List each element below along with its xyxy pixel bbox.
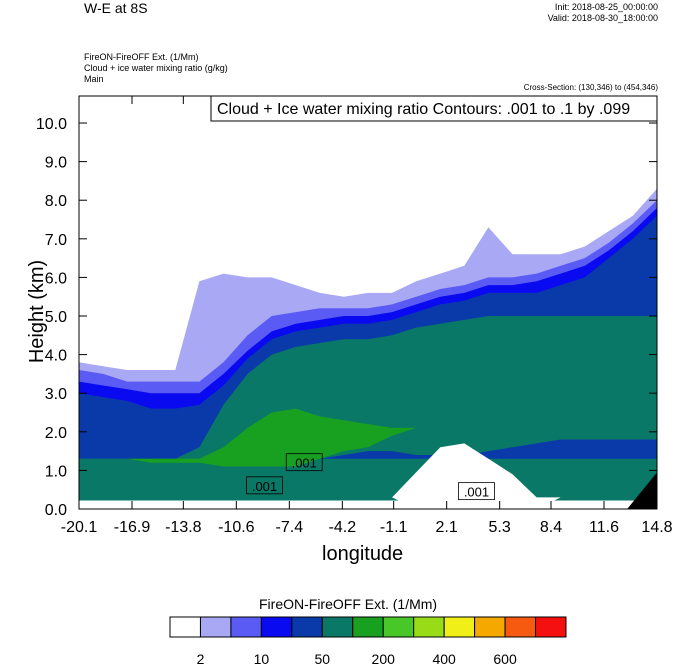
contour-label-0: .001 (292, 456, 317, 471)
x-tick-label-1: -16.9 (114, 519, 151, 536)
colorbar-label-0: 2 (197, 651, 205, 667)
valid-time: Valid: 2018-08-30_18:00:00 (547, 13, 658, 23)
colorbar-label-1: 10 (254, 651, 270, 667)
y-tick-label-0: 0.0 (45, 502, 67, 519)
colorbar-swatch-10 (474, 616, 506, 638)
contour-label-box-1 (246, 476, 283, 495)
y-axis-label: Height (km) (26, 259, 49, 364)
contour-label-2: .001 (464, 485, 489, 500)
x-tick-label-3: -10.6 (218, 519, 255, 536)
x-tick-label-0: -20.1 (61, 519, 98, 536)
colorbar: 2 10 50 200 400 600 (169, 616, 567, 667)
colorbar-swatch-3 (260, 616, 293, 638)
field-label-2: Cloud + ice water mixing ratio (g/kg) (84, 63, 228, 73)
x-tick-label-11: 14.8 (641, 519, 672, 536)
x-axis-label: longitude (322, 543, 404, 565)
x-tick-label-2: -13.8 (165, 519, 202, 536)
x-tick-label-10: 11.6 (589, 519, 619, 536)
x-tick-label-5: -4.2 (329, 519, 357, 536)
y-tick-label-4: 4.0 (45, 348, 67, 365)
colorbar-swatch-1 (199, 616, 232, 638)
field-label-1: FireON-FireOFF Ext. (1/Mm) (84, 52, 199, 62)
colorbar-swatch-6 (352, 616, 384, 638)
colorbar-swatch-7 (382, 616, 415, 638)
field-label-3: Main (84, 74, 104, 84)
fill-layer-6 (79, 443, 657, 509)
colorbar-swatch-5 (321, 616, 354, 638)
terrain (627, 472, 657, 509)
colorbar-label-3: 200 (372, 651, 396, 667)
y-tick-label-6: 6.0 (45, 270, 67, 287)
init-time: Init: 2018-08-25_00:00:00 (554, 2, 658, 12)
colorbar-label-2: 50 (315, 651, 331, 667)
plot-title: W-E at 8S (84, 0, 148, 16)
contour-label-box-0 (285, 453, 323, 472)
y-tick-label-10: 10.0 (36, 116, 67, 133)
fill-layer-5 (79, 408, 657, 467)
colorbar-label-4: 400 (432, 651, 456, 667)
colorbar-label-5: 600 (493, 651, 517, 667)
colorbar-swatch-12 (535, 616, 567, 638)
y-tick-label-1: 1.0 (45, 463, 67, 480)
contour-label-box-2 (458, 482, 495, 501)
colorbar-swatch-4 (291, 616, 323, 638)
ground-white (79, 500, 657, 509)
colorbar-swatch-0 (169, 616, 201, 638)
y-axis-ticks: 0.0 1.0 2.0 3.0 4.0 5.0 6.0 7.0 8.0 9.0 10.0 (36, 116, 657, 519)
y-tick-label-7: 7.0 (45, 232, 67, 249)
contour-label-1: .001 (252, 479, 277, 494)
contour-info-box: Cloud + Ice water mixing ratio Contours:… (210, 95, 658, 122)
cross-section-label: Cross-Section: (130,346) to (454,346) (523, 83, 658, 92)
x-tick-label-7: 2.1 (436, 519, 458, 536)
colorbar-swatch-2 (230, 616, 262, 638)
x-tick-label-6: -1.1 (380, 519, 408, 536)
y-tick-label-2: 2.0 (45, 425, 67, 442)
fill-layer-4 (79, 316, 657, 471)
y-tick-label-8: 8.0 (45, 193, 67, 210)
colorbar-swatch-8 (413, 616, 445, 638)
x-axis-ticks: -20.1 -16.9 -13.8 -10.6 -7.4 -4.2 -1.1 2.1 5.3 8.… (61, 96, 673, 536)
y-tick-label-9: 9.0 (45, 155, 67, 172)
contour-info-text: Cloud + Ice water mixing ratio Contours:… (217, 101, 630, 118)
y-tick-label-3: 3.0 (45, 386, 67, 403)
colorbar-swatch-11 (504, 616, 537, 638)
field-fill (79, 188, 657, 509)
contour-lines: .001 .001 .001 (246, 453, 495, 501)
x-tick-label-8: 5.3 (489, 519, 511, 536)
x-tick-label-4: -7.4 (276, 519, 304, 536)
x-tick-label-9: 8.4 (540, 519, 562, 536)
y-tick-label-5: 5.0 (45, 309, 67, 326)
colorbar-title: FireON-FireOFF Ext. (1/Mm) (259, 596, 438, 612)
colorbar-swatch-9 (443, 616, 476, 638)
